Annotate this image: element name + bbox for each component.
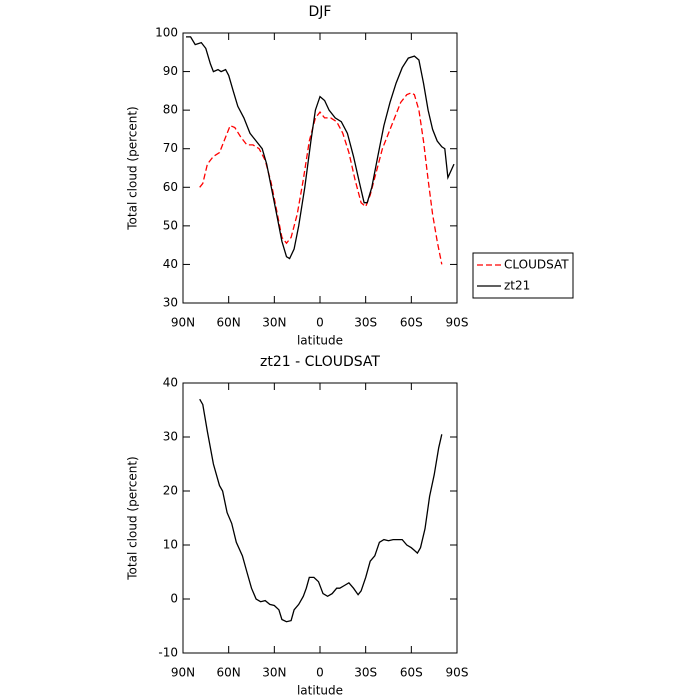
x-tick-label: 60S	[400, 316, 423, 330]
y-tick-label: 70	[163, 141, 178, 155]
data-line	[199, 92, 443, 265]
y-axis-label: Total cloud (percent)	[126, 106, 140, 230]
chart-title: zt21 - CLOUDSAT	[260, 354, 380, 370]
y-axis-label: Total cloud (percent)	[126, 456, 140, 580]
legend-label: CLOUDSAT	[504, 258, 569, 272]
y-tick-label: 40	[163, 376, 178, 390]
y-tick-label: 30	[163, 296, 178, 310]
y-tick-label: 10	[163, 538, 178, 552]
data-line	[186, 36, 455, 260]
y-tick-label: 80	[163, 103, 178, 117]
plot-frame	[182, 382, 458, 654]
x-axis-label: latitude	[297, 334, 343, 348]
x-tick-label: 90N	[171, 316, 195, 330]
y-tick-label: 20	[163, 484, 178, 498]
legend-label: zt21	[504, 279, 530, 293]
x-tick-label: 30N	[262, 316, 286, 330]
x-tick-label: 0	[316, 316, 324, 330]
y-tick-label: -10	[158, 646, 178, 660]
x-tick-label: 30S	[354, 666, 377, 680]
x-tick-label: 60S	[400, 666, 423, 680]
x-tick-label: 90S	[446, 666, 469, 680]
x-tick-label: 60N	[217, 316, 241, 330]
plot-frame	[182, 32, 458, 304]
x-tick-label: 0	[316, 666, 324, 680]
y-tick-label: 60	[163, 180, 178, 194]
y-tick-label: 30	[163, 430, 178, 444]
legend-box	[472, 252, 574, 299]
x-tick-label: 60N	[217, 666, 241, 680]
x-tick-label: 30S	[354, 316, 377, 330]
x-tick-label: 90S	[446, 316, 469, 330]
y-tick-label: 40	[163, 257, 178, 271]
x-tick-label: 90N	[171, 666, 195, 680]
y-tick-label: 90	[163, 64, 178, 78]
x-tick-label: 30N	[262, 666, 286, 680]
chart-title: DJF	[309, 4, 332, 20]
x-axis-label: latitude	[297, 684, 343, 698]
y-tick-label: 100	[155, 26, 178, 40]
data-line	[199, 398, 443, 623]
y-tick-label: 0	[170, 592, 178, 606]
y-tick-label: 50	[163, 218, 178, 232]
